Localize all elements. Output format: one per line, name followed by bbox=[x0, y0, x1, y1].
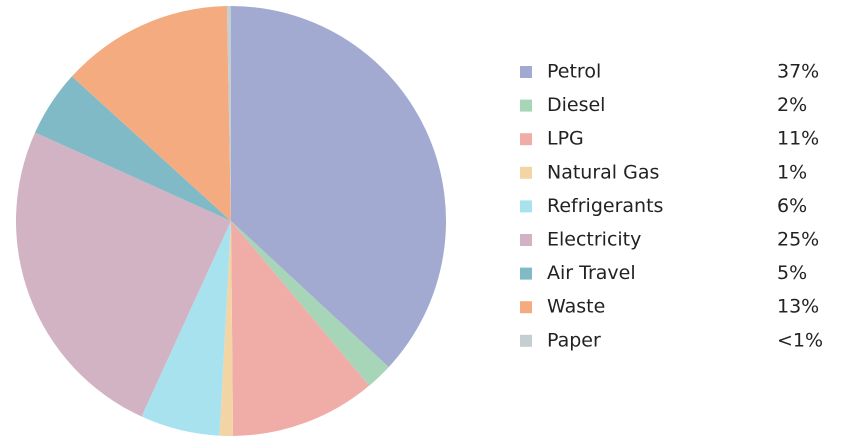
legend-label: Waste bbox=[547, 296, 605, 318]
pie-slice bbox=[226, 6, 231, 221]
legend-swatch bbox=[520, 301, 532, 314]
legend-label: Electricity bbox=[547, 229, 641, 251]
legend-value: 25% bbox=[777, 229, 819, 251]
pie-slice bbox=[35, 76, 231, 221]
legend-swatch bbox=[520, 334, 532, 347]
pie-slice bbox=[141, 221, 231, 436]
legend-label: Refrigerants bbox=[547, 195, 663, 217]
legend-label: Petrol bbox=[547, 61, 601, 83]
pie-slice bbox=[231, 6, 446, 368]
legend-value: 5% bbox=[777, 262, 807, 284]
legend-value: 11% bbox=[777, 128, 819, 150]
pie-slice bbox=[231, 221, 389, 386]
pie-slice bbox=[71, 6, 231, 222]
legend-value: 1% bbox=[777, 161, 807, 183]
legend-label: Diesel bbox=[547, 94, 605, 116]
legend-label: LPG bbox=[547, 128, 584, 150]
legend-value: 2% bbox=[777, 94, 807, 116]
legend-swatch bbox=[520, 66, 532, 78]
legend-swatch bbox=[520, 166, 532, 179]
pie-slice bbox=[219, 221, 234, 436]
legend-swatch bbox=[520, 99, 532, 112]
legend-swatch bbox=[520, 200, 532, 213]
legend-swatch bbox=[520, 133, 532, 146]
legend-label: Air Travel bbox=[547, 262, 636, 284]
legend-value: <1% bbox=[777, 329, 823, 351]
legend-value: 37% bbox=[777, 61, 819, 83]
pie-slice bbox=[231, 221, 370, 436]
legend-value: 6% bbox=[777, 195, 807, 217]
legend-value: 13% bbox=[777, 296, 819, 318]
legend-label: Natural Gas bbox=[547, 161, 659, 183]
legend-label: Paper bbox=[547, 329, 601, 351]
legend-swatch bbox=[520, 267, 532, 280]
legend-swatch bbox=[520, 234, 532, 246]
pie-slice bbox=[16, 132, 232, 417]
